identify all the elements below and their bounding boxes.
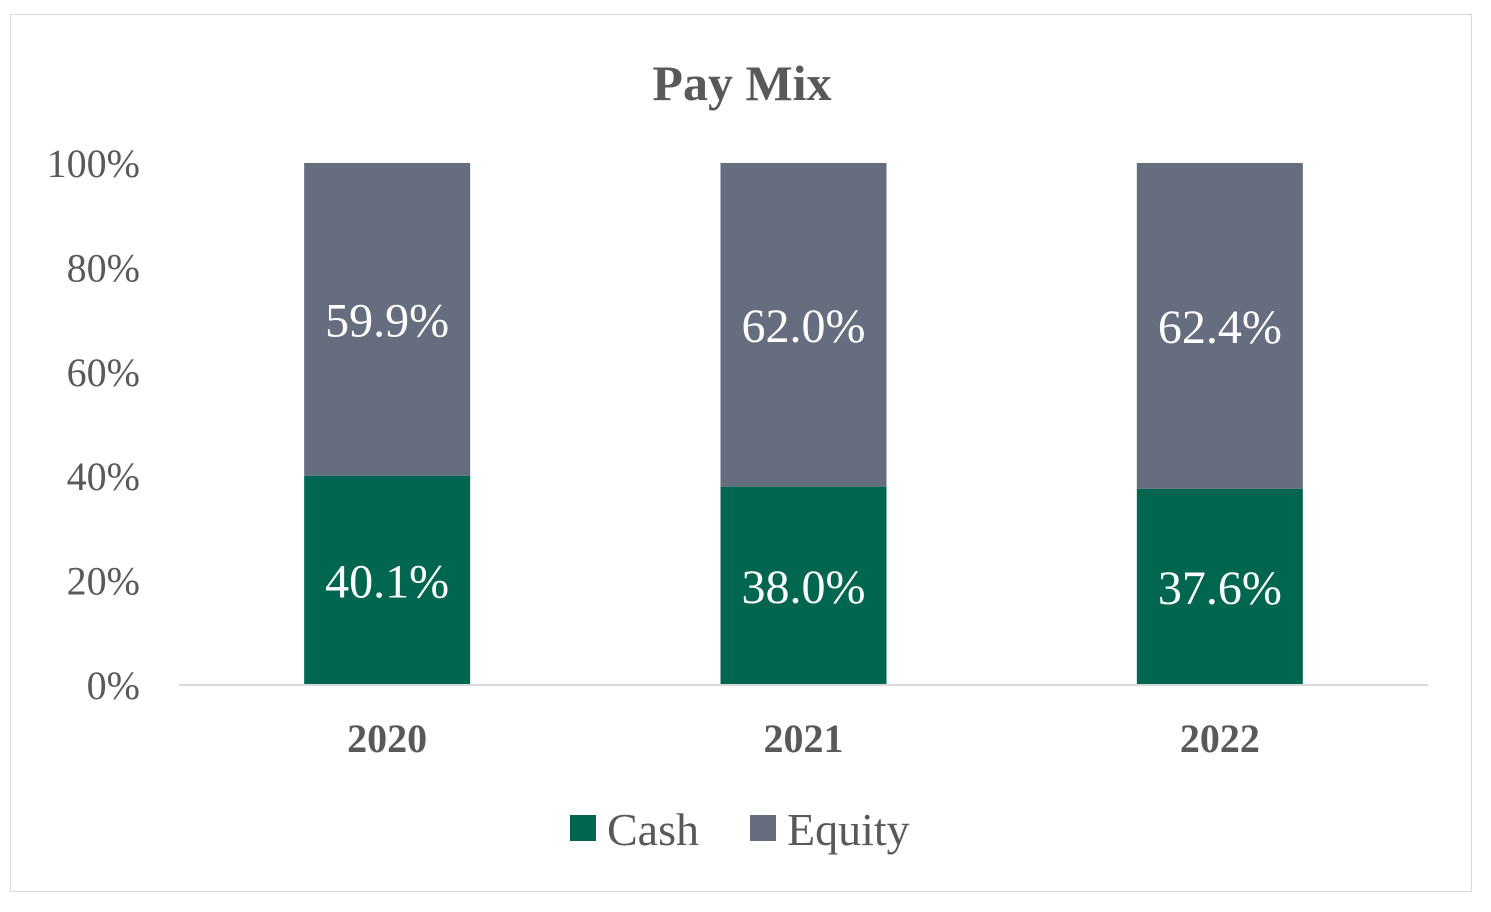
legend-label-cash: Cash [607, 804, 699, 855]
data-label: 38.0% [742, 561, 866, 614]
y-tick-label: 80% [67, 245, 140, 290]
chart-title: Pay Mix [652, 55, 831, 111]
y-tick-label: 60% [67, 350, 140, 395]
data-label: 62.0% [742, 300, 866, 353]
x-tick-label: 2022 [1180, 716, 1260, 761]
legend: Cash Equity [570, 804, 910, 855]
y-tick-label: 20% [67, 559, 140, 604]
bars: 40.1% 59.9% 38.0% 62.0% 37.6% 62.4% [304, 163, 1303, 685]
data-label: 62.4% [1158, 301, 1282, 354]
data-label: 40.1% [325, 555, 449, 608]
data-label: 37.6% [1158, 562, 1282, 615]
bar-equity-2022 [1136, 163, 1303, 489]
bar-cash-2022 [1136, 488, 1303, 685]
data-label: 59.9% [325, 294, 449, 347]
legend-swatch-cash [570, 815, 596, 841]
legend-swatch-equity [750, 815, 776, 841]
y-tick-label: 0% [87, 663, 140, 708]
bar-cash-2021 [720, 486, 887, 685]
bar-cash-2020 [304, 475, 471, 685]
y-axis: 0% 20% 40% 60% 80% 100% [47, 141, 140, 708]
x-tick-label: 2020 [347, 716, 427, 761]
bar-equity-2021 [720, 163, 887, 487]
x-axis: 2020 2021 2022 [347, 716, 1260, 761]
y-tick-label: 40% [67, 454, 140, 499]
x-tick-label: 2021 [764, 716, 844, 761]
y-tick-label: 100% [47, 141, 140, 186]
legend-label-equity: Equity [787, 804, 910, 855]
bar-equity-2020 [304, 163, 471, 476]
